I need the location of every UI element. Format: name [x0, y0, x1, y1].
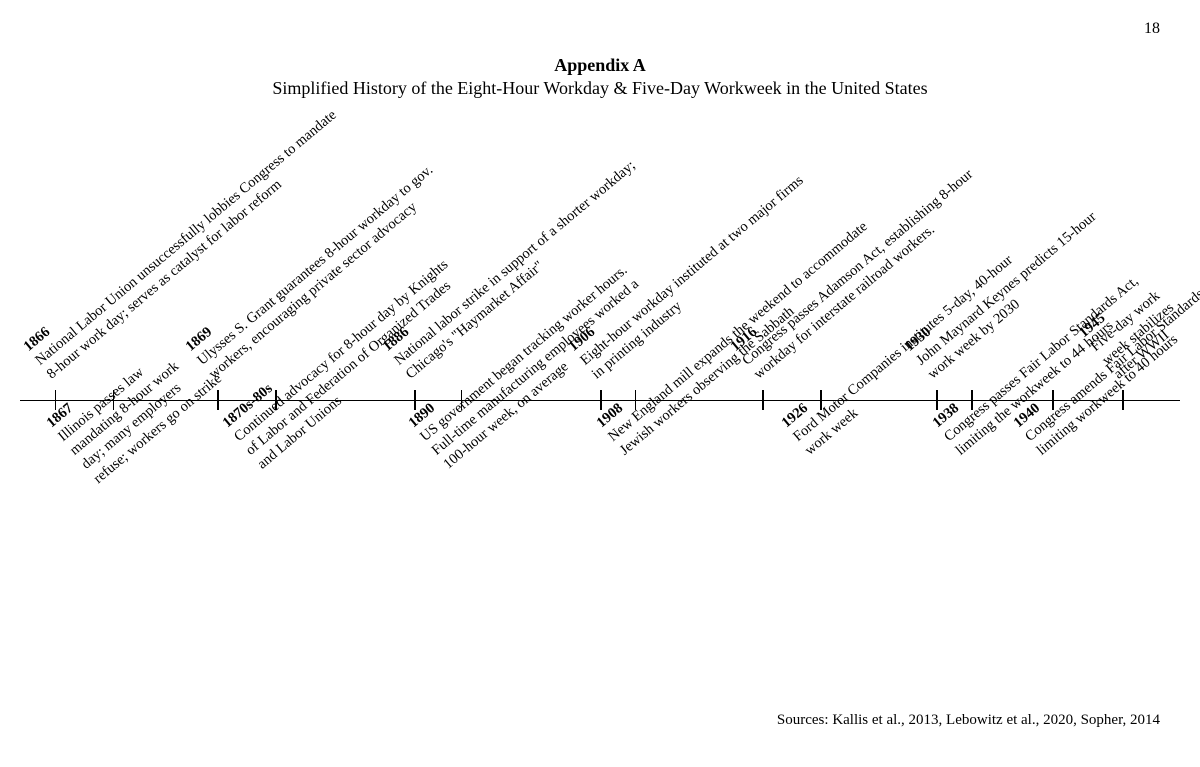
event-desc-line: National Labor Union unsuccessfully lobb…: [31, 106, 340, 369]
timeline-tick: [414, 390, 416, 410]
timeline-tick: [936, 390, 938, 410]
timeline-tick: [762, 390, 764, 410]
page-number: 18: [1144, 20, 1160, 38]
timeline: 1866National Labor Union unsuccessfully …: [20, 400, 1180, 401]
subtitle: Simplified History of the Eight-Hour Wor…: [0, 78, 1200, 99]
appendix-title: Appendix A: [0, 55, 1200, 76]
timeline-tick: [600, 390, 602, 410]
title-block: Appendix A Simplified History of the Eig…: [0, 55, 1200, 99]
timeline-tick: [217, 390, 219, 410]
sources-citation: Sources: Kallis et al., 2013, Lebowitz e…: [777, 712, 1160, 729]
